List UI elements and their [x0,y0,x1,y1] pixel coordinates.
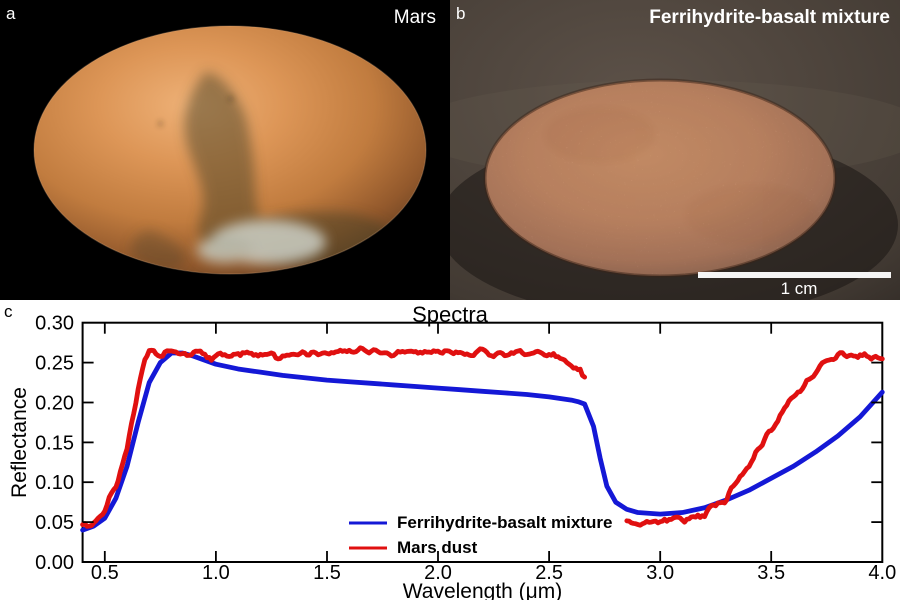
svg-text:0.25: 0.25 [35,353,74,375]
svg-text:Wavelength (μm): Wavelength (μm) [403,580,563,600]
svg-text:1.0: 1.0 [202,562,230,584]
svg-text:0.15: 0.15 [35,432,74,454]
svg-text:1.5: 1.5 [313,562,341,584]
svg-text:Reflectance: Reflectance [8,387,31,498]
svg-text:0.00: 0.00 [35,552,74,574]
svg-text:3.5: 3.5 [757,562,785,584]
svg-text:4.0: 4.0 [868,562,896,584]
svg-text:0.5: 0.5 [91,562,119,584]
svg-text:0.10: 0.10 [35,472,74,494]
svg-text:0.30: 0.30 [35,313,74,335]
svg-text:0.20: 0.20 [35,393,74,415]
svg-text:1 cm: 1 cm [781,279,818,298]
svg-text:3.0: 3.0 [646,562,674,584]
svg-text:0.05: 0.05 [35,512,74,534]
